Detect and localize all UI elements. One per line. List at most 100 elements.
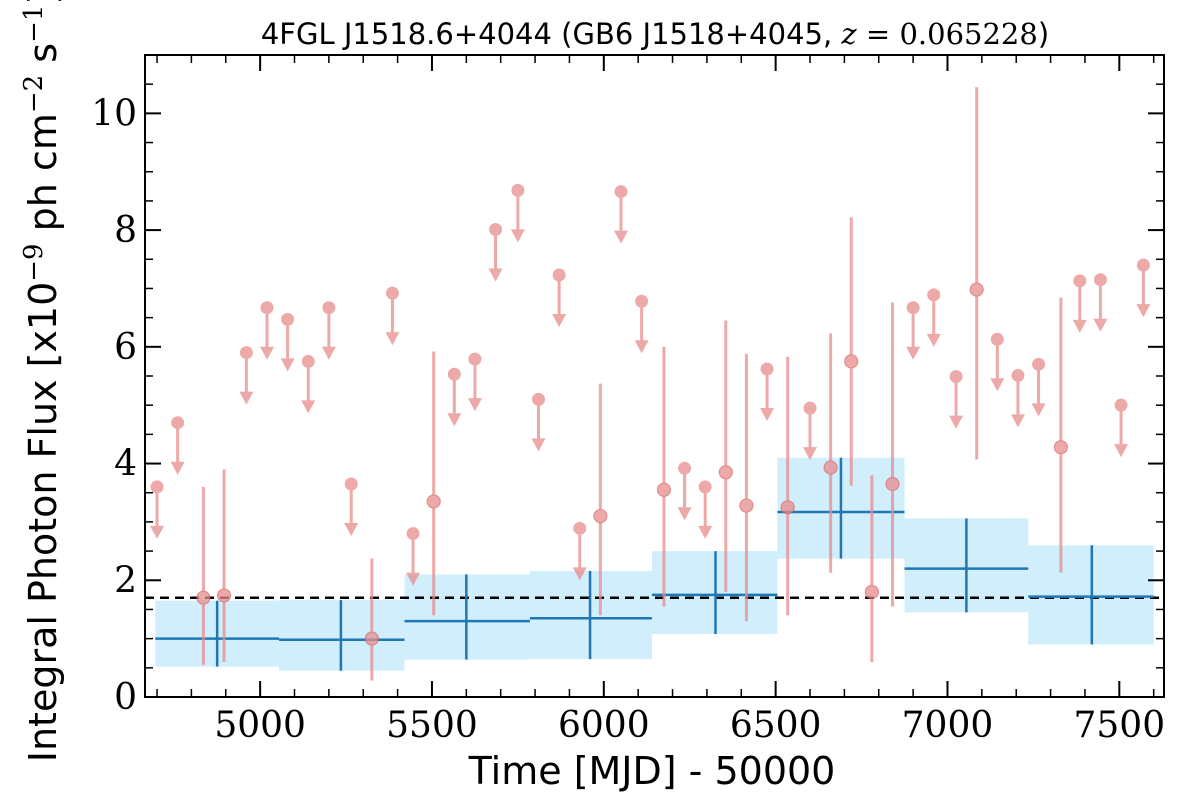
- upper-limit-point: [949, 370, 964, 429]
- upper-limit-arrow: [906, 346, 921, 360]
- upper-limit-arrow: [150, 525, 165, 539]
- y-axis-label-prefix: Integral Photon Flux [x10: [21, 282, 65, 763]
- x-tick-label: 7500: [1074, 705, 1166, 746]
- upper-limit-point: [926, 288, 941, 347]
- upper-limit-marker: [573, 521, 587, 535]
- upper-limit-arrow: [698, 525, 713, 539]
- y-tick-label: 4: [114, 444, 137, 485]
- upper-limit-point: [634, 294, 649, 354]
- detection-marker: [364, 631, 379, 646]
- upper-limit-arrow: [760, 407, 775, 421]
- detection-point: [364, 558, 379, 681]
- upper-limit-marker: [698, 480, 712, 494]
- upper-limit-marker: [301, 354, 315, 368]
- upper-limit-arrow: [467, 398, 482, 412]
- binned-point: [155, 600, 280, 667]
- upper-limit-marker: [344, 477, 358, 491]
- upper-limit-point: [447, 367, 462, 427]
- y-axis-label-exp1: −9: [19, 243, 49, 281]
- upper-limit-marker: [990, 332, 1004, 346]
- upper-limit-point: [572, 521, 587, 581]
- upper-limit-arrow: [677, 507, 692, 521]
- upper-limit-arrow: [385, 332, 400, 346]
- upper-limit-point: [344, 477, 359, 536]
- upper-limit-point: [613, 185, 628, 244]
- y-axis-label-s: s: [21, 43, 65, 75]
- binned-point: [529, 570, 652, 660]
- upper-limit-arrow: [990, 378, 1005, 392]
- detection-marker: [969, 282, 984, 297]
- detection-marker: [718, 465, 733, 480]
- detection-marker: [823, 460, 838, 475]
- upper-limit-arrow: [1114, 444, 1129, 458]
- detection-marker: [216, 588, 232, 603]
- y-tick-label: 0: [114, 677, 137, 718]
- upper-limit-point: [1114, 398, 1129, 458]
- upper-limit-arrow: [488, 268, 503, 282]
- upper-limit-marker: [171, 416, 185, 430]
- chart-title-suffix: ): [1038, 17, 1049, 51]
- detection-marker: [739, 498, 754, 513]
- upper-limit-arrow: [634, 340, 649, 354]
- upper-limit-point: [1031, 357, 1046, 417]
- upper-limit-point: [406, 527, 421, 586]
- detection-point: [739, 353, 754, 622]
- upper-limit-point: [990, 332, 1005, 392]
- detection-point: [844, 217, 859, 486]
- upper-limit-arrow: [321, 346, 336, 360]
- detection-point: [885, 302, 900, 607]
- upper-limit-arrow: [510, 229, 525, 243]
- detection-marker: [1053, 440, 1068, 455]
- detection-point: [593, 383, 608, 616]
- upper-limit-point: [803, 401, 818, 461]
- y-tick-label: 2: [114, 560, 137, 601]
- detection-marker: [780, 500, 795, 515]
- detection-point: [718, 320, 733, 592]
- upper-limit-point: [698, 480, 713, 539]
- upper-limit-arrow: [613, 230, 628, 244]
- upper-limit-point: [1072, 274, 1087, 333]
- upper-limit-marker: [803, 401, 817, 415]
- y-axis-label-suffix: ]: [21, 0, 65, 5]
- upper-limit-marker: [1136, 258, 1150, 272]
- binned-points-layer: [155, 457, 1154, 671]
- upper-limit-marker: [760, 362, 774, 376]
- upper-limit-marker: [1114, 398, 1128, 412]
- detection-point: [656, 346, 672, 607]
- upper-limit-point: [239, 346, 254, 405]
- detection-point: [823, 333, 838, 573]
- detection-point: [426, 351, 441, 616]
- light-curve-points-layer: [150, 87, 1151, 681]
- upper-limit-marker: [1093, 273, 1107, 287]
- detection-point: [969, 87, 984, 460]
- detection-point: [196, 486, 211, 665]
- upper-limit-marker: [406, 527, 420, 541]
- upper-limit-arrow: [949, 415, 964, 429]
- upper-limit-arrow: [572, 567, 587, 581]
- y-tick-label: 6: [114, 327, 137, 368]
- upper-limit-point: [677, 461, 692, 521]
- upper-limit-arrow: [531, 438, 546, 452]
- y-axis-label-exp3: −1: [19, 5, 49, 43]
- upper-limit-point: [280, 312, 295, 372]
- upper-limit-arrow: [170, 461, 185, 475]
- detection-marker: [196, 590, 211, 605]
- upper-limit-point: [1136, 258, 1151, 318]
- detection-marker: [656, 482, 672, 497]
- upper-limit-marker: [150, 480, 164, 494]
- upper-limit-marker: [239, 346, 253, 360]
- binned-point: [777, 457, 905, 559]
- upper-limit-point: [301, 354, 316, 414]
- upper-limit-arrow: [239, 391, 254, 405]
- y-tick-label: 10: [91, 93, 137, 134]
- upper-limit-point: [467, 352, 482, 412]
- chart-title-z-symbol: z: [840, 17, 857, 51]
- upper-limit-marker: [532, 392, 546, 406]
- chart-title-equals: =: [857, 17, 900, 51]
- y-axis-label-exp2: −2: [19, 75, 49, 113]
- upper-limit-marker: [635, 294, 649, 308]
- upper-limit-arrow: [1136, 304, 1151, 318]
- y-axis-label-middle: ph cm: [21, 113, 65, 243]
- x-tick-label: 5500: [386, 705, 478, 746]
- upper-limit-point: [906, 301, 921, 360]
